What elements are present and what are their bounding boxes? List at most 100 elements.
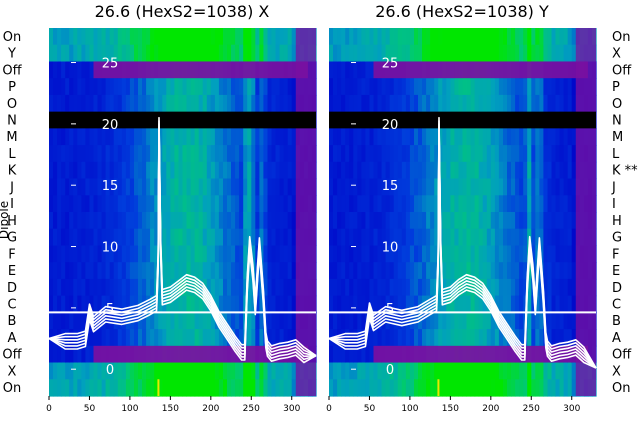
heatmap-cell [385,212,391,230]
heatmap-cell [511,228,516,246]
heatmap-cell [543,228,548,246]
heatmap-cell [474,94,480,113]
heatmap-cell [162,362,167,380]
heatmap-cell [162,161,167,180]
heatmap-cell [511,145,516,163]
heatmap-cell [89,345,95,364]
category-label: K ** [612,164,638,179]
heatmap-cell [571,278,577,297]
heatmap-cell [186,262,192,280]
heatmap-cell [381,245,387,263]
heatmap-cell [418,329,423,347]
heatmap-cell [515,78,520,96]
heatmap-cell [214,145,220,163]
heatmap-cell [267,212,273,230]
heatmap-cell [329,379,334,397]
heatmap-cell [486,379,492,397]
heatmap-cell [369,195,375,213]
heatmap-cell [353,145,358,163]
heatmap-cell [442,78,447,96]
heatmap-cell [397,262,403,280]
heatmap-cell [158,145,163,163]
heatmap-cell [142,78,147,96]
heatmap-cell [381,329,387,347]
heatmap-cell [287,262,293,280]
heatmap-cell [381,94,387,113]
overlay-y-tick-label: 10 [102,241,119,256]
heatmap-cell [146,78,151,96]
heatmap-cell [353,94,358,113]
heatmap-cell [353,278,358,297]
heatmap-cell [523,195,528,213]
heatmap-cell [239,312,244,330]
heatmap-cell [109,262,115,280]
heatmap-cell [271,262,277,280]
heatmap-cell [333,44,338,62]
heatmap-cell [279,295,285,313]
heatmap-cell [409,178,415,196]
heatmap-cell [206,228,212,246]
heatmap-cell [93,278,99,297]
heatmap-cell [77,28,82,46]
heatmap-cell [450,44,455,62]
heatmap-cell [198,362,204,380]
heatmap-cell [85,61,90,79]
heatmap-cell [381,195,387,213]
heatmap-cell [341,212,346,230]
heatmap-cell [434,245,439,263]
heatmap-cell [365,44,370,62]
heatmap-cell [69,345,74,364]
heatmap-cell [345,245,350,263]
heatmap-cell [454,195,459,213]
heatmap-cell [349,345,354,364]
heatmap-cell [490,28,496,46]
heatmap-cell [571,312,577,330]
heatmap-cell [267,195,273,213]
heatmap-cell [97,245,103,263]
heatmap-cell [267,262,273,280]
heatmap-cell [418,145,423,163]
heatmap-cell [97,195,103,213]
heatmap-cell [202,228,208,246]
heatmap-cell [341,145,346,163]
heatmap-cell [57,44,62,62]
heatmap-cell [243,78,248,96]
heatmap-cell [247,262,252,280]
heatmap-cell [109,94,115,113]
heatmap-cell [61,329,66,347]
heatmap-cell [523,379,528,397]
heatmap-cell [235,178,240,196]
heatmap-cell [482,94,488,113]
x-tick-label: 200 [202,404,219,414]
heatmap-cell [291,28,297,46]
heatmap-cell [129,78,135,96]
heatmap-cell [458,262,464,280]
heatmap-cell [333,161,338,180]
heatmap-cell [333,262,338,280]
heatmap-cell [182,145,188,163]
heatmap-cell [369,78,375,96]
heatmap-cell [77,145,82,163]
heatmap-cell [53,379,58,397]
heatmap-cell [150,228,155,246]
heatmap-cell [170,245,175,263]
heatmap-cell [117,245,123,263]
heatmap-cell [563,145,569,163]
heatmap-cell [81,195,86,213]
heatmap-cell [190,245,196,263]
heatmap-cell [462,78,468,96]
heatmap-cell [218,178,224,196]
heatmap-cell [190,312,196,330]
heatmap-cell [535,78,540,96]
heatmap-cell [182,94,188,113]
heatmap-cell [150,379,155,397]
heatmap-cell [85,345,90,364]
heatmap-cell [291,278,297,297]
heatmap-cell [267,228,273,246]
heatmap-cell [527,161,532,180]
heatmap-cell [291,94,297,113]
heatmap-cell [142,245,147,263]
heatmap-cell [174,28,179,46]
heatmap-cell [361,128,366,146]
heatmap-cell [138,178,143,196]
